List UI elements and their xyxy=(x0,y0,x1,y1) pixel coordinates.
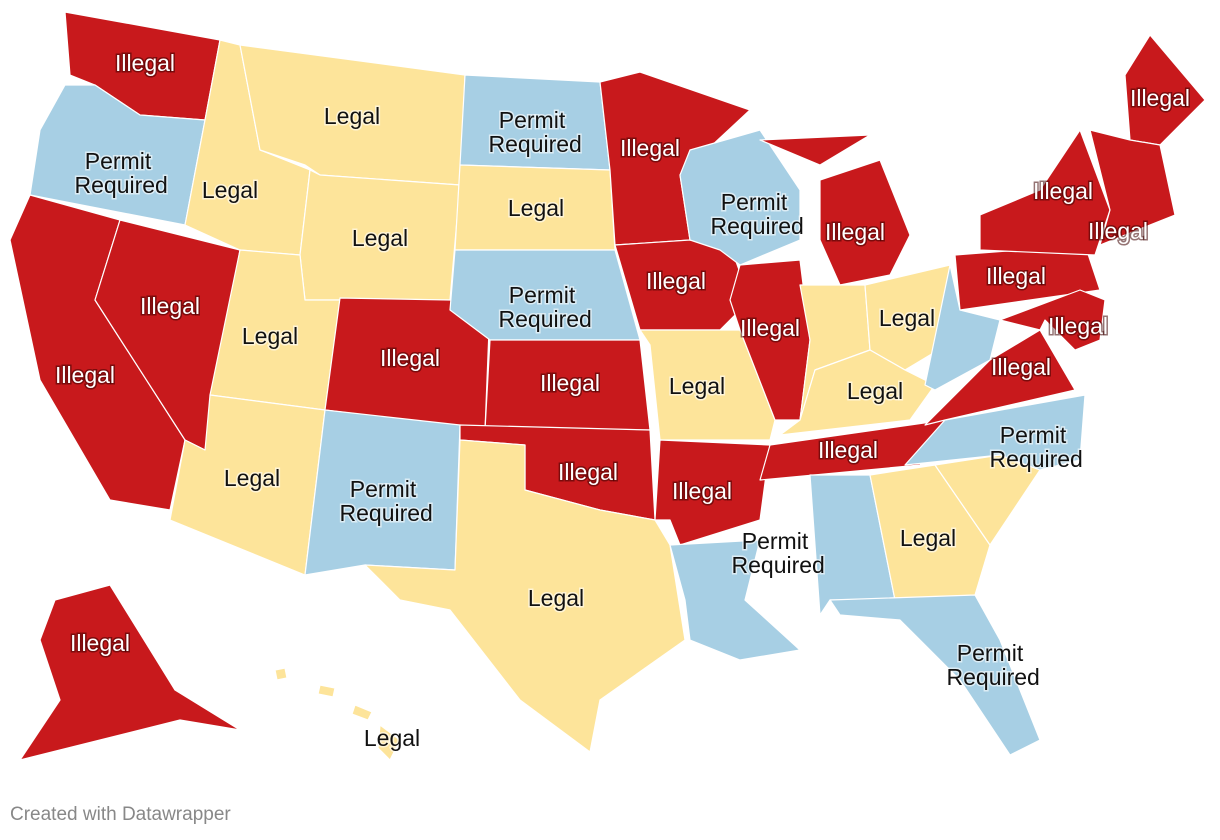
region xyxy=(324,297,491,431)
region-label: Permit Required xyxy=(704,189,804,239)
region-label: Legal xyxy=(224,465,280,491)
region-label: Illegal xyxy=(115,50,175,76)
region-label: Illegal xyxy=(1088,218,1148,244)
region-label: Illegal xyxy=(646,268,706,294)
region xyxy=(1089,129,1176,246)
regions xyxy=(9,11,1206,761)
region xyxy=(819,159,911,286)
region-label: Permit Required xyxy=(725,528,825,578)
region xyxy=(364,439,686,753)
region-label: Illegal xyxy=(140,293,200,319)
region-label: Illegal xyxy=(1048,313,1108,339)
region-label: Illegal xyxy=(380,345,440,371)
region xyxy=(924,329,1076,426)
region xyxy=(829,594,1041,756)
region-label: Legal xyxy=(352,225,408,251)
region-label: Legal xyxy=(879,305,935,331)
region-label: Illegal xyxy=(55,362,115,388)
region xyxy=(864,264,956,371)
region-label: Legal xyxy=(528,585,584,611)
region-label: Legal xyxy=(508,195,564,221)
region xyxy=(779,349,936,436)
region-label: Legal xyxy=(900,525,956,551)
region-label: Illegal xyxy=(986,263,1046,289)
region-label: Illegal xyxy=(1130,85,1190,111)
region-label: Illegal xyxy=(740,315,800,341)
region-label: Legal xyxy=(324,103,380,129)
region-label: Illegal xyxy=(672,478,732,504)
region xyxy=(1124,34,1206,146)
region-label: Legal xyxy=(202,177,258,203)
region xyxy=(669,539,801,661)
region-label: Illegal xyxy=(825,219,885,245)
region-label: Illegal xyxy=(620,135,680,161)
region xyxy=(19,584,241,761)
region xyxy=(759,419,946,481)
region xyxy=(999,289,1106,351)
region xyxy=(639,329,776,441)
region xyxy=(317,684,336,698)
region-label: Illegal xyxy=(991,354,1051,380)
region-label: Permit Required xyxy=(940,640,1040,690)
region-label: Illegal xyxy=(558,459,618,485)
region xyxy=(351,704,373,721)
region xyxy=(377,724,401,761)
region-label: Illegal xyxy=(1033,178,1093,204)
region-label: Permit Required xyxy=(983,422,1083,472)
region-label: Legal xyxy=(242,323,298,349)
region xyxy=(274,667,288,681)
region-label: Permit Required xyxy=(333,476,433,526)
region-label: Legal xyxy=(847,378,903,404)
region-label: Illegal xyxy=(540,370,600,396)
region xyxy=(729,259,811,421)
region xyxy=(869,464,991,601)
region-label: Legal xyxy=(669,373,725,399)
footer: Created with Datawrapper xyxy=(10,804,231,825)
region-label: Permit Required xyxy=(68,148,168,198)
region-label: Illegal xyxy=(70,630,130,656)
region-label: Legal xyxy=(364,725,420,751)
region-label: Permit Required xyxy=(482,107,582,157)
region-label: Illegal xyxy=(818,437,878,463)
region xyxy=(759,134,871,166)
region-label: Permit Required xyxy=(492,282,592,332)
